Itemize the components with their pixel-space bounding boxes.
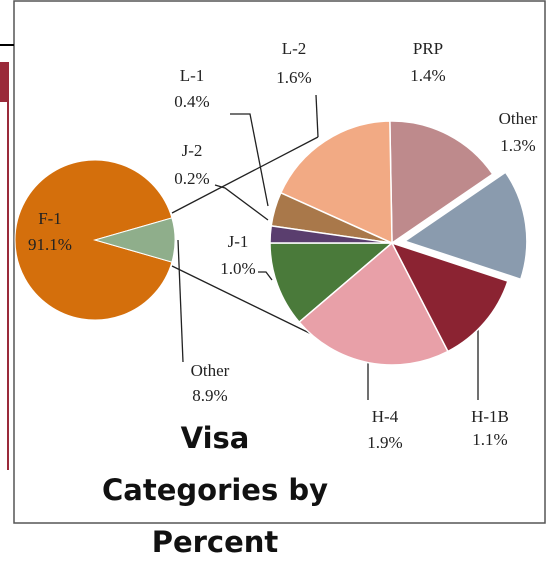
- slice-label: PRP: [413, 39, 443, 58]
- slice-label: L-1: [180, 66, 205, 85]
- pie-slice: [269, 242, 395, 324]
- slice-label: H-1B: [471, 407, 509, 426]
- slice-label: H-4: [372, 407, 399, 426]
- pie-slice: [279, 120, 393, 245]
- slice-value-label: 1.3%: [500, 136, 535, 155]
- pie-slice: [298, 241, 449, 366]
- leader-line: [258, 271, 273, 281]
- chart-frame: [13, 0, 546, 524]
- page: {"chart_data": { "type": "pie", "title":…: [0, 0, 546, 559]
- leader-line: [230, 113, 269, 207]
- slice-label: Other: [191, 361, 230, 380]
- pie-slice: [389, 120, 494, 245]
- slice-value-label: 1.0%: [220, 259, 255, 278]
- leader-line: [214, 184, 269, 221]
- slice-value-label: 91.1%: [28, 235, 72, 254]
- chart-title: Visa Categories by Percent: [102, 421, 328, 559]
- slice-label: J-1: [228, 232, 249, 251]
- connector-line: [171, 136, 319, 214]
- leader-line: [177, 239, 184, 363]
- chart: F-1 91.1% Other 8.9% J-1 1.0% H-4 1.9% H-1B 1.1% O…: [0, 0, 546, 524]
- slice-label: J-2: [182, 141, 203, 160]
- slice-value-label: 0.2%: [174, 169, 209, 188]
- slice-label: L-2: [282, 39, 307, 58]
- slice-value-label: 1.1%: [472, 430, 507, 449]
- slice-value-label: 1.9%: [367, 433, 402, 452]
- slice-label: F-1: [38, 209, 62, 228]
- slice-value-label: 8.9%: [192, 386, 227, 405]
- pie-slice: [93, 217, 176, 263]
- pie-slice: [390, 241, 509, 353]
- slice-value-label: 0.4%: [174, 92, 209, 111]
- leader-line: [315, 94, 319, 138]
- slice-value-label: 1.6%: [276, 68, 311, 87]
- slice-label: Other: [499, 109, 538, 128]
- side-strip: [0, 62, 8, 102]
- pie-slice: [269, 224, 393, 244]
- pie-slice: [403, 171, 528, 281]
- slice-value-label: 1.4%: [410, 66, 445, 85]
